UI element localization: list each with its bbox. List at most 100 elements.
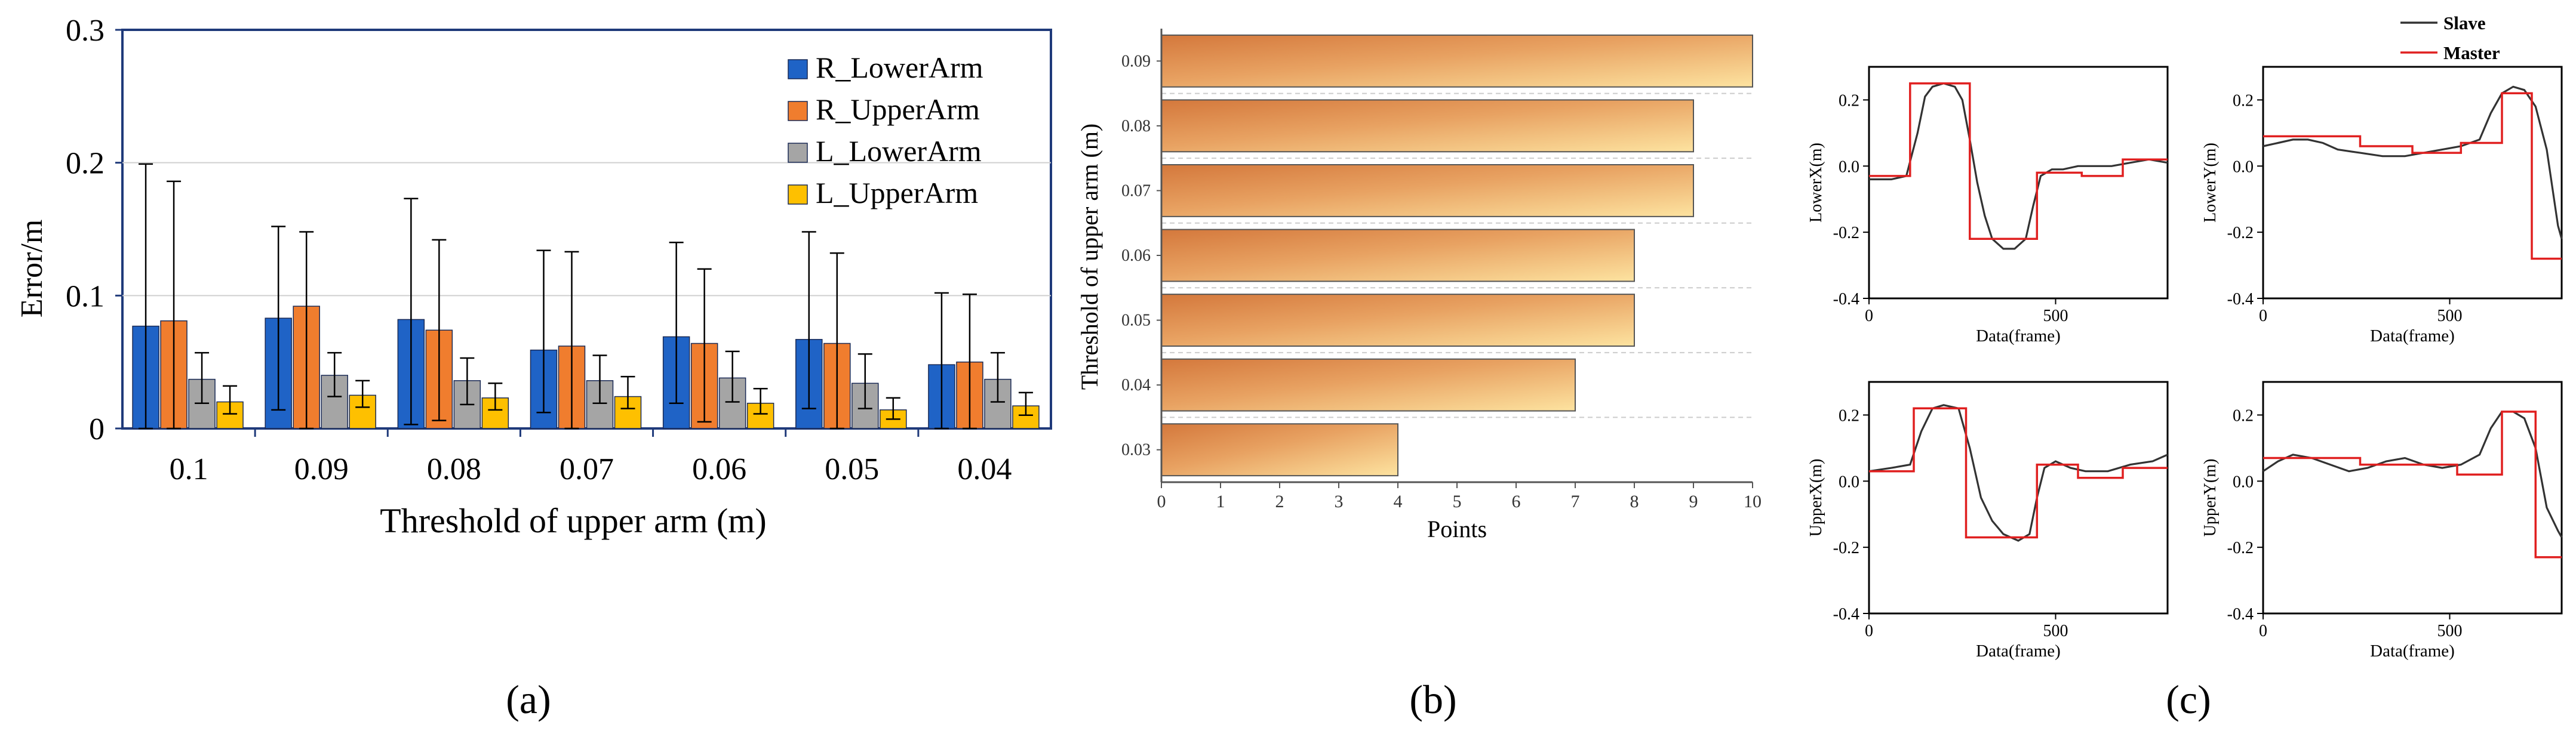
panel-b-x-tick-label-9: 9	[1689, 492, 1698, 511]
panel-c-y-tick-label-3-1: 0.0	[2233, 473, 2254, 491]
panel-b-x-tick-label-0: 0	[1157, 492, 1166, 511]
panel-b-y-tick-label-0.03: 0.03	[1121, 441, 1151, 459]
panel-c-y-tick-label-3-0: 0.2	[2233, 406, 2254, 425]
panel-c-y-tick-label-2-2: -0.2	[1833, 539, 1859, 557]
panel-c-y-tick-label-0-2: -0.2	[1833, 224, 1859, 242]
panel-c-x-tick-label-1-0: 0	[2259, 307, 2267, 325]
panel-a-bars	[132, 306, 1040, 429]
panel-c-y-tick-label-1-0: 0.2	[2233, 91, 2254, 110]
panel-c-slave-line-1	[2263, 85, 2563, 239]
panel-b-x-tick-label-7: 7	[1571, 492, 1580, 511]
panel-a-error-bars	[139, 163, 1033, 430]
panel-b-bar-0.08	[1161, 99, 1694, 153]
panel-b-bar-0.06	[1161, 229, 1635, 282]
panel-b-x-tick-label-10: 10	[1744, 492, 1762, 511]
panel-b-bar-0.04	[1161, 358, 1576, 412]
panel-c-x-axis-label-1: Data(frame)	[2370, 326, 2455, 346]
panel-b-bar-0.09	[1161, 34, 1753, 88]
panel-b-label: (b)	[1409, 677, 1456, 722]
panel-c-y-axis-label-1: LowerY(m)	[2201, 143, 2220, 223]
panel-a-legend-swatch-R_LowerArm	[788, 59, 808, 79]
panel-c-x-tick-label-0-0: 0	[1865, 307, 1873, 325]
panel-b-horizontal-bar-chart: 0.09 0.08 0.07 0.06 0.05 0.04 0.03 0 1 2 3 4 5 6 7 8 9 10…	[1076, 29, 1762, 722]
panel-c-x-axis-label-3: Data(frame)	[2370, 642, 2455, 661]
panel-c-x-tick-label-3-1: 500	[2437, 622, 2463, 640]
panel-c-y-tick-label-2-1: 0.0	[1839, 473, 1859, 491]
panel-c-master-line-1	[2263, 92, 2562, 260]
panel-b-axis-ticks: 0.09 0.08 0.07 0.06 0.05 0.04 0.03 0 1 2 3 4 5 6 7 8 9 10	[1121, 52, 1762, 511]
panel-c-x-tick-label-2-1: 500	[2043, 622, 2068, 640]
panel-c-subplot-frame-0	[1868, 66, 2169, 300]
panel-c-y-tick-label-2-0: 0.2	[1839, 406, 1859, 425]
panel-b-x-tick-label-4: 4	[1394, 492, 1403, 511]
panel-a-legend-label-L_LowerArm: L_LowerArm	[816, 134, 982, 168]
panel-c-slave-line-0	[1869, 82, 2168, 250]
panel-a-error-bar-chart: 0 0.1 0.2 0.3 0.1 0.09 0.08 0.07 0.06 0.05 0.04 Er…	[15, 14, 1052, 722]
panel-b-y-tick-label-0.06: 0.06	[1121, 246, 1151, 265]
panel-a-y-tick-label-2: 0.2	[66, 147, 104, 181]
panel-c-subplots: 0.20.0-0.2-0.40 500Data(frame)LowerX(m)0.…	[1807, 66, 2563, 661]
panel-c-y-tick-label-1-3: -0.4	[2227, 290, 2254, 309]
panel-c-legend: Slave Master	[2400, 13, 2500, 63]
panel-c-subplot-frame-2	[1868, 381, 2169, 615]
panel-b-x-tick-label-6: 6	[1512, 492, 1521, 511]
panel-c-y-tick-label-1-2: -0.2	[2227, 224, 2254, 242]
panel-a-y-tick-label-1: 0.1	[66, 279, 104, 313]
panel-a-legend-swatch-L_UpperArm	[788, 184, 808, 205]
panel-a-label: (a)	[506, 677, 551, 722]
panel-c-subplot-frame-1	[2262, 66, 2563, 300]
panel-a-x-tick-label-3: 0.07	[560, 452, 614, 486]
panel-a-x-tick-label-2: 0.08	[427, 452, 481, 486]
panel-c-x-tick-label-0-1: 500	[2043, 307, 2068, 325]
panel-a-x-tick-label-1: 0.09	[294, 452, 349, 486]
panel-a-legend-label-R_LowerArm: R_LowerArm	[816, 51, 983, 84]
panel-c-y-tick-label-0-1: 0.0	[1839, 158, 1859, 176]
panel-a-y-axis-label: Error/m	[15, 220, 49, 318]
panel-a-y-tick-label-3: 0.3	[66, 14, 104, 48]
panel-c-y-tick-label-0-3: -0.4	[1833, 290, 1859, 309]
panel-b-bar-0.03	[1161, 423, 1398, 477]
panel-c-y-axis-label-0: LowerX(m)	[1807, 143, 1825, 223]
panel-c-subplot-UpperY(m): 0.2 0.0 -0.2 -0.4 0 500 Data(frame) UpperY(m)	[2201, 381, 2563, 661]
panel-c-y-axis-label-2: UpperX(m)	[1807, 459, 1825, 537]
panel-a-legend-swatch-L_LowerArm	[788, 143, 808, 163]
panel-c-y-tick-label-0-0: 0.2	[1839, 91, 1859, 110]
panel-c-subplot-frame-3	[2262, 381, 2563, 615]
panel-c-x-tick-label-2-0: 0	[1865, 622, 1873, 640]
panel-a-legend: R_LowerArm R_UpperArm L_LowerArm L_UpperArm	[788, 51, 983, 209]
panel-c-y-tick-label-1-1: 0.0	[2233, 158, 2254, 176]
panel-c-x-tick-label-3-0: 0	[2259, 622, 2267, 640]
panel-c-y-tick-label-2-3: -0.4	[1833, 605, 1859, 624]
panel-b-gridlines	[1161, 92, 1753, 418]
panel-a-y-tick-label-0: 0	[89, 412, 104, 446]
panel-c-x-axis-label-2: Data(frame)	[1976, 642, 2061, 661]
panel-c-x-axis-label-0: Data(frame)	[1976, 326, 2061, 346]
panel-b-y-tick-label-0.04: 0.04	[1121, 376, 1151, 394]
panel-c-y-tick-label-3-3: -0.4	[2227, 605, 2254, 624]
panel-c-legend-label-Slave: Slave	[2443, 13, 2486, 33]
panel-b-y-tick-label-0.09: 0.09	[1121, 52, 1151, 70]
panel-c-legend-label-Master: Master	[2443, 42, 2500, 63]
panel-a-legend-label-L_UpperArm: L_UpperArm	[816, 176, 978, 209]
panel-c-y-tick-label-3-2: -0.2	[2227, 539, 2254, 557]
panel-b-bar-0.07	[1161, 164, 1694, 217]
panel-a-x-axis-label: Threshold of upper arm (m)	[380, 501, 766, 540]
panel-c-master-line-0	[1869, 82, 2168, 240]
panel-a-axis-ticks: 0 0.1 0.2 0.3 0.1 0.09 0.08 0.07 0.06 0.05 0.04	[66, 14, 1012, 486]
panel-c-slave-line-3	[2263, 411, 2563, 538]
panel-c-master-line-3	[2263, 411, 2562, 559]
panel-b-x-tick-label-1: 1	[1216, 492, 1225, 511]
panel-a-legend-swatch-R_UpperArm	[788, 101, 808, 121]
panel-a-x-tick-label-5: 0.05	[825, 452, 879, 486]
panel-b-x-tick-label-3: 3	[1335, 492, 1344, 511]
panel-b-x-tick-label-5: 5	[1453, 492, 1462, 511]
panel-a-x-tick-label-0: 0.1	[170, 452, 208, 486]
panel-a-x-tick-label-6: 0.04	[957, 452, 1012, 486]
panel-b-y-axis-label: Threshold of upper arm (m)	[1076, 124, 1103, 390]
panel-c-x-tick-label-1-1: 500	[2437, 307, 2463, 325]
panel-b-bar-0.05	[1161, 294, 1635, 347]
